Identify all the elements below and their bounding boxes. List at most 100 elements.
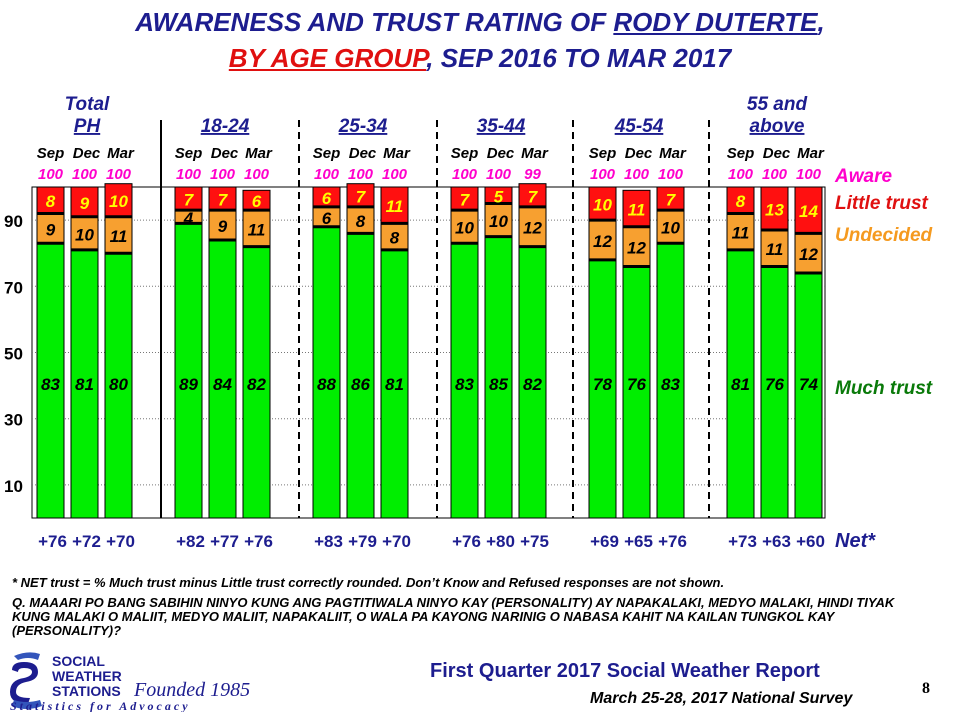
report-title: First Quarter 2017 Social Weather Report: [430, 660, 820, 682]
bar-undecided: [656, 209, 685, 244]
group-label: 25-34: [338, 116, 388, 137]
aware-label: 100: [728, 166, 754, 183]
value-label-much-trust: 78: [593, 375, 612, 394]
bar-much-trust: [208, 239, 237, 519]
month-label: Dec: [487, 145, 515, 162]
value-label-little-trust: 9: [80, 194, 90, 213]
value-label-much-trust: 82: [247, 375, 266, 394]
value-label-much-trust: 74: [799, 375, 818, 394]
month-label: Dec: [211, 145, 239, 162]
value-label-undecided: 12: [627, 239, 646, 258]
bar-undecided: [104, 216, 133, 254]
bar-little-trust: [70, 186, 99, 218]
aware-label: 100: [72, 166, 98, 183]
bar-much-trust: [450, 242, 479, 519]
logo-founded: Founded 1985: [133, 679, 250, 701]
chart-title-line2: BY AGE GROUP, SEP 2016 TO MAR 2017: [228, 43, 732, 73]
y-tick-label: 70: [4, 278, 23, 297]
bar-much-trust: [726, 249, 755, 519]
value-label-little-trust: 5: [494, 187, 504, 206]
aware-label: 100: [244, 166, 270, 183]
month-label: Mar: [245, 145, 273, 162]
logo-line2: WEATHER: [52, 668, 122, 684]
month-label: Mar: [659, 145, 687, 162]
group-label: Total: [65, 94, 110, 115]
bar-little-trust: [760, 186, 789, 231]
y-tick-label: 50: [4, 345, 23, 364]
logo-tagline: Statistics for Advocacy: [10, 699, 191, 712]
value-label-undecided: 10: [75, 225, 94, 244]
survey-question: Q. MAAARI PO BANG SABIHIN NINYO KUNG ANG…: [12, 595, 895, 638]
value-label-undecided: 10: [489, 212, 508, 231]
value-label-undecided: 6: [322, 209, 332, 228]
net-label: +76: [38, 532, 67, 551]
aware-label: 100: [796, 166, 822, 183]
aware-label: 100: [452, 166, 478, 183]
title-by-age-group: BY AGE GROUP: [228, 43, 427, 73]
value-label-undecided: 12: [799, 245, 818, 264]
aware-label: 100: [38, 166, 64, 183]
bar-much-trust: [484, 236, 513, 519]
month-label: Sep: [175, 145, 203, 162]
value-label-little-trust: 11: [628, 201, 646, 220]
net-label: +83: [314, 532, 343, 551]
month-label: Dec: [349, 145, 377, 162]
value-label-much-trust: 76: [765, 375, 784, 394]
value-label-little-trust: 7: [356, 187, 367, 206]
legend-much-trust: Much trust: [835, 378, 933, 399]
value-label-little-trust: 10: [109, 192, 128, 211]
month-label: Sep: [37, 145, 65, 162]
value-label-much-trust: 83: [455, 375, 474, 394]
bar-undecided: [588, 219, 617, 261]
net-label: +76: [452, 532, 481, 551]
aware-label: 100: [348, 166, 374, 183]
aware-label: 100: [382, 166, 408, 183]
bar-little-trust: [622, 189, 651, 228]
net-label: +70: [382, 532, 411, 551]
value-label-much-trust: 81: [75, 375, 94, 394]
value-label-undecided: 11: [248, 220, 266, 239]
aware-label: 100: [210, 166, 236, 183]
aware-label: 100: [762, 166, 788, 183]
sws-logo-mark-icon: [10, 652, 42, 709]
aware-label: 99: [524, 166, 541, 183]
value-label-much-trust: 76: [627, 375, 646, 394]
value-label-much-trust: 84: [213, 375, 232, 394]
value-label-little-trust: 11: [386, 197, 404, 216]
value-label-undecided: 9: [218, 217, 228, 236]
value-label-undecided: 8: [390, 229, 400, 248]
bar-little-trust: [104, 183, 133, 218]
aware-label: 100: [106, 166, 132, 183]
y-tick-label: 90: [4, 212, 23, 231]
legend-aware: Aware: [834, 166, 892, 187]
value-label-little-trust: 7: [218, 191, 229, 210]
month-label: Dec: [625, 145, 653, 162]
value-label-much-trust: 85: [489, 375, 508, 394]
group-label: 45-54: [614, 116, 664, 137]
value-label-undecided: 9: [46, 220, 56, 239]
month-label: Mar: [797, 145, 825, 162]
value-label-little-trust: 8: [736, 192, 746, 211]
page-number: 8: [922, 680, 930, 697]
value-label-much-trust: 82: [523, 375, 542, 394]
value-label-little-trust: 7: [528, 187, 539, 206]
value-label-much-trust: 81: [731, 375, 750, 394]
bar-much-trust: [518, 246, 547, 519]
bar-much-trust: [70, 249, 99, 519]
y-tick-label: 10: [4, 477, 23, 496]
legend-undecided: Undecided: [835, 225, 933, 246]
legend-net: Net*: [835, 530, 876, 552]
month-label: Mar: [521, 145, 549, 162]
aware-label: 100: [624, 166, 650, 183]
value-label-much-trust: 88: [317, 375, 336, 394]
bar-little-trust: [36, 186, 65, 214]
value-label-little-trust: 10: [593, 196, 612, 215]
month-label: Sep: [589, 145, 617, 162]
bar-much-trust: [242, 246, 271, 519]
value-label-undecided: 11: [732, 224, 750, 243]
month-label: Sep: [727, 145, 755, 162]
value-label-much-trust: 81: [385, 375, 404, 394]
bar-much-trust: [312, 226, 341, 519]
group-label: 55 and: [747, 94, 808, 115]
